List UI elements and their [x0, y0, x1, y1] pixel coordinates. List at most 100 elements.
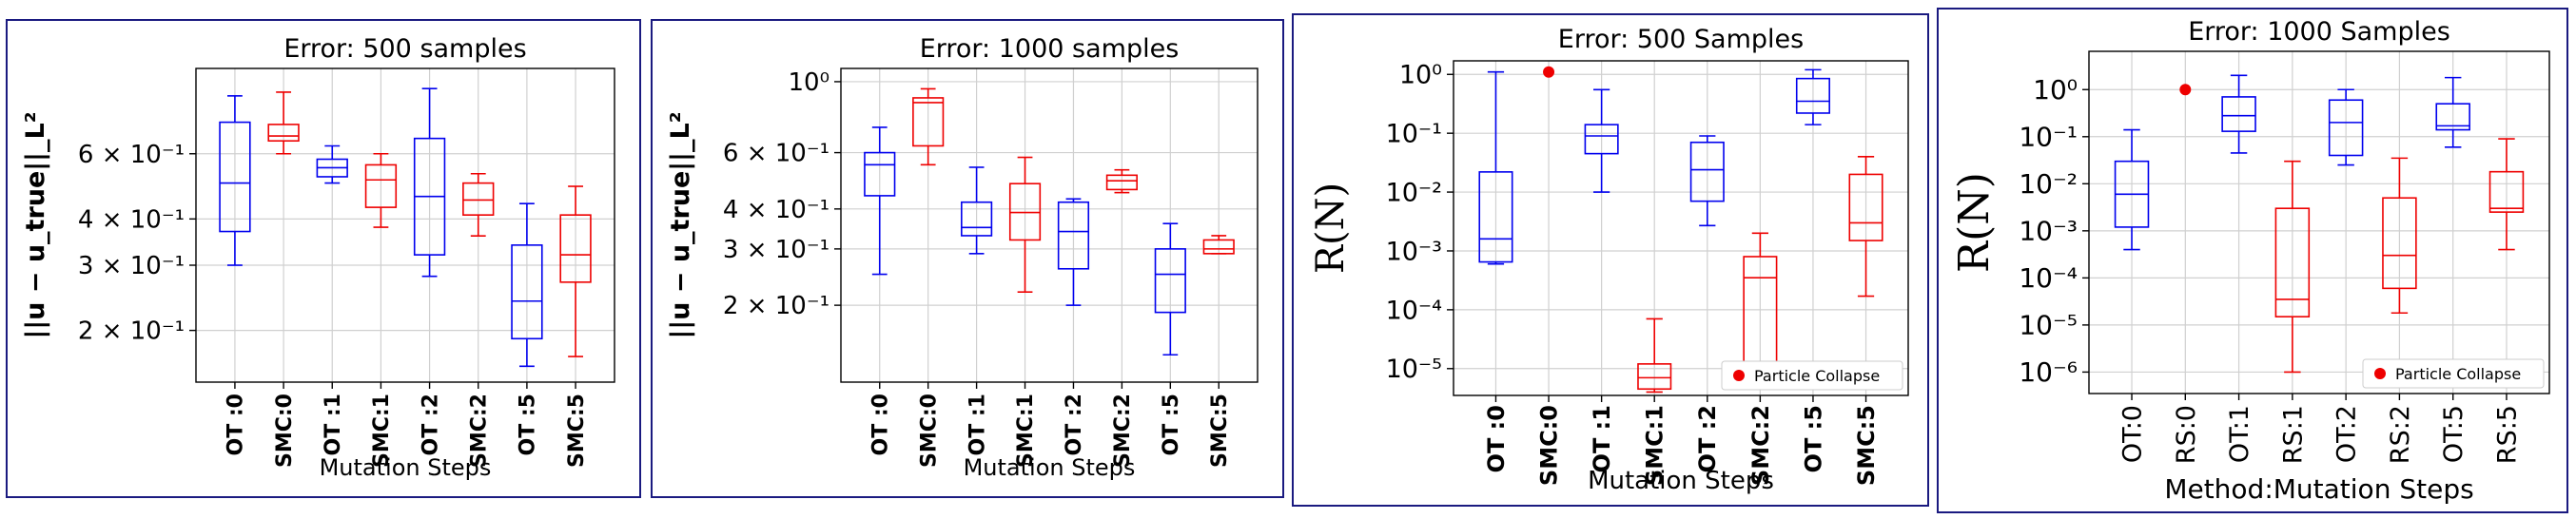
box-smc-5 — [1848, 156, 1883, 298]
y-tick-label: 10⁻⁵ — [2019, 310, 2078, 341]
y-tick-label: 4 × 10⁻¹ — [723, 196, 829, 224]
y-tick-label: 2 × 10⁻¹ — [723, 292, 829, 320]
box-ot-5 — [1154, 222, 1186, 356]
chart-title: Error: 500 samples — [283, 34, 526, 64]
box-iqr — [2382, 197, 2417, 290]
x-category-label: RS:0 — [2172, 405, 2201, 464]
x-category-label: OT :0 — [1483, 405, 1510, 472]
x-category-label: SMC:0 — [1535, 405, 1562, 486]
x-category-label: SMC:5 — [1208, 394, 1232, 468]
box-ot-0 — [219, 95, 251, 266]
legend-marker — [1733, 370, 1745, 381]
x-category-label: SMC:1 — [1642, 405, 1669, 486]
box-smc-1 — [1637, 317, 1672, 394]
box-ot-2 — [2328, 88, 2364, 166]
y-axis-label: R(N) — [1950, 172, 1999, 273]
box-smc-1 — [1008, 156, 1042, 294]
particle-collapse-point — [1543, 66, 1555, 78]
legend: Particle Collapse — [1721, 360, 1903, 391]
chart-panel-1: 6 × 10⁻¹ 4 × 10⁻¹ 3 × 10⁻¹ 2 × 10⁻¹ OT :0 SMC… — [6, 19, 641, 498]
box-iqr — [2328, 99, 2364, 157]
y-tick-label: 10⁻⁵ — [1386, 355, 1442, 384]
boxplot-rn-500-samples: 10⁰ 10⁻¹ 10⁻² 10⁻³ 10⁻⁴ 10⁻⁵ OT :0 SMC:0 OT :1 SM… — [1309, 25, 1909, 495]
x-category-label: OT :1 — [1589, 405, 1615, 472]
box-ot-2 — [1057, 198, 1090, 306]
x-category-label: SMC:2 — [1111, 394, 1135, 468]
chart-title: Error: 500 Samples — [1558, 25, 1804, 54]
chart-panel-4: 10⁰ 10⁻¹ 10⁻² 10⁻³ 10⁻⁴ 10⁻⁵ 10⁻⁶ OT:0 RS:0 OT:1 R… — [1937, 8, 2568, 513]
box-ot-0 — [1478, 70, 1513, 265]
boxplot-rn-1000-samples: 10⁰ 10⁻¹ 10⁻² 10⁻³ 10⁻⁴ 10⁻⁵ 10⁻⁶ OT:0 RS:0 OT:1 R… — [1950, 17, 2550, 505]
y-tick-label: 10⁻⁴ — [2019, 262, 2078, 294]
y-axis-label: ||u − u_true||_L² — [21, 111, 50, 338]
plot-frame — [840, 67, 1259, 383]
chart-title: Error: 1000 samples — [920, 34, 1180, 64]
x-category-label: SMC:2 — [1747, 405, 1774, 486]
y-tick-label: 10⁻² — [1386, 179, 1442, 208]
box-ot-5 — [2435, 76, 2470, 148]
x-category-label: SMC:2 — [467, 394, 491, 468]
y-tick-label: 10⁰ — [788, 68, 829, 97]
x-category-label: OT:2 — [2332, 405, 2362, 463]
box-iqr — [559, 214, 592, 283]
box-iqr — [2221, 96, 2256, 132]
box-smc-5 — [1202, 235, 1235, 255]
box-iqr — [462, 182, 495, 216]
x-category-label: SMC:1 — [370, 394, 394, 468]
y-tick-label: 10⁻⁴ — [1386, 296, 1442, 325]
box-iqr — [267, 124, 300, 143]
y-tick-label: 10⁻² — [2019, 168, 2078, 200]
y-tick-label: 3 × 10⁻¹ — [78, 252, 185, 280]
y-tick-label: 10⁻³ — [2019, 216, 2078, 247]
box-ot-5 — [511, 202, 543, 368]
y-tick-label: 4 × 10⁻¹ — [78, 205, 185, 234]
box-iqr — [511, 244, 543, 340]
x-category-label: RS:1 — [2278, 405, 2308, 464]
box-iqr — [1637, 363, 1672, 391]
box-iqr — [364, 163, 398, 208]
chart-panel-3: 10⁰ 10⁻¹ 10⁻² 10⁻³ 10⁻⁴ 10⁻⁵ OT :0 SMC:0 OT :1 SM… — [1292, 13, 1929, 507]
legend-marker — [2374, 368, 2386, 379]
box-ot-1 — [961, 166, 993, 255]
x-axis-label: Mutation Steps — [1588, 467, 1774, 495]
box-iqr — [2274, 207, 2311, 317]
x-category-label: SMC:5 — [1853, 405, 1880, 486]
x-category-label: OT :5 — [517, 394, 540, 455]
x-category-label: RS:2 — [2386, 405, 2415, 464]
chart-panel-2: 10⁰ 6 × 10⁻¹ 4 × 10⁻¹ 3 × 10⁻¹ 2 × 10⁻¹ OT :0… — [651, 19, 1284, 498]
box-rs-1 — [2274, 160, 2311, 374]
y-tick-label: 10⁻⁶ — [2019, 356, 2078, 388]
box-iqr — [1105, 174, 1138, 191]
legend-label: Particle Collapse — [2395, 365, 2521, 383]
x-category-label: RS:5 — [2492, 405, 2522, 464]
box-ot-2 — [413, 87, 446, 278]
box-rs-5 — [2488, 138, 2525, 251]
box-ot-1 — [1584, 88, 1619, 193]
legend-box — [2362, 358, 2545, 389]
x-category-label: OT:0 — [2117, 405, 2147, 463]
box-iqr — [961, 201, 993, 237]
boxplot-error-500-samples: 6 × 10⁻¹ 4 × 10⁻¹ 3 × 10⁻¹ 2 × 10⁻¹ OT :0 SMC… — [21, 34, 615, 481]
x-category-label: OT :2 — [1694, 405, 1721, 472]
y-tick-label: 3 × 10⁻¹ — [723, 236, 829, 264]
box-iqr — [1478, 171, 1513, 263]
box-iqr — [219, 121, 251, 233]
x-axis-label: Method:Mutation Steps — [2164, 473, 2473, 505]
box-ot-2 — [1689, 135, 1725, 227]
y-tick-label: 10⁻¹ — [2019, 122, 2078, 153]
x-category-label: OT :5 — [1160, 394, 1183, 455]
plot-frame — [1453, 60, 1909, 396]
x-category-label: SMC:0 — [273, 394, 297, 468]
x-category-label: OT:1 — [2225, 405, 2254, 463]
box-smc-0 — [267, 91, 300, 155]
y-tick-label: 10⁻³ — [1386, 237, 1442, 266]
box-ot-1 — [316, 144, 348, 184]
y-tick-label: 10⁰ — [2033, 74, 2078, 106]
box-iqr — [912, 97, 945, 147]
x-axis-label: Mutation Steps — [964, 454, 1136, 481]
box-iqr — [1584, 124, 1619, 155]
x-category-label: OT:5 — [2439, 405, 2469, 463]
y-tick-label: 6 × 10⁻¹ — [78, 141, 185, 169]
y-tick-label: 6 × 10⁻¹ — [723, 140, 829, 168]
box-smc-2 — [462, 172, 495, 237]
